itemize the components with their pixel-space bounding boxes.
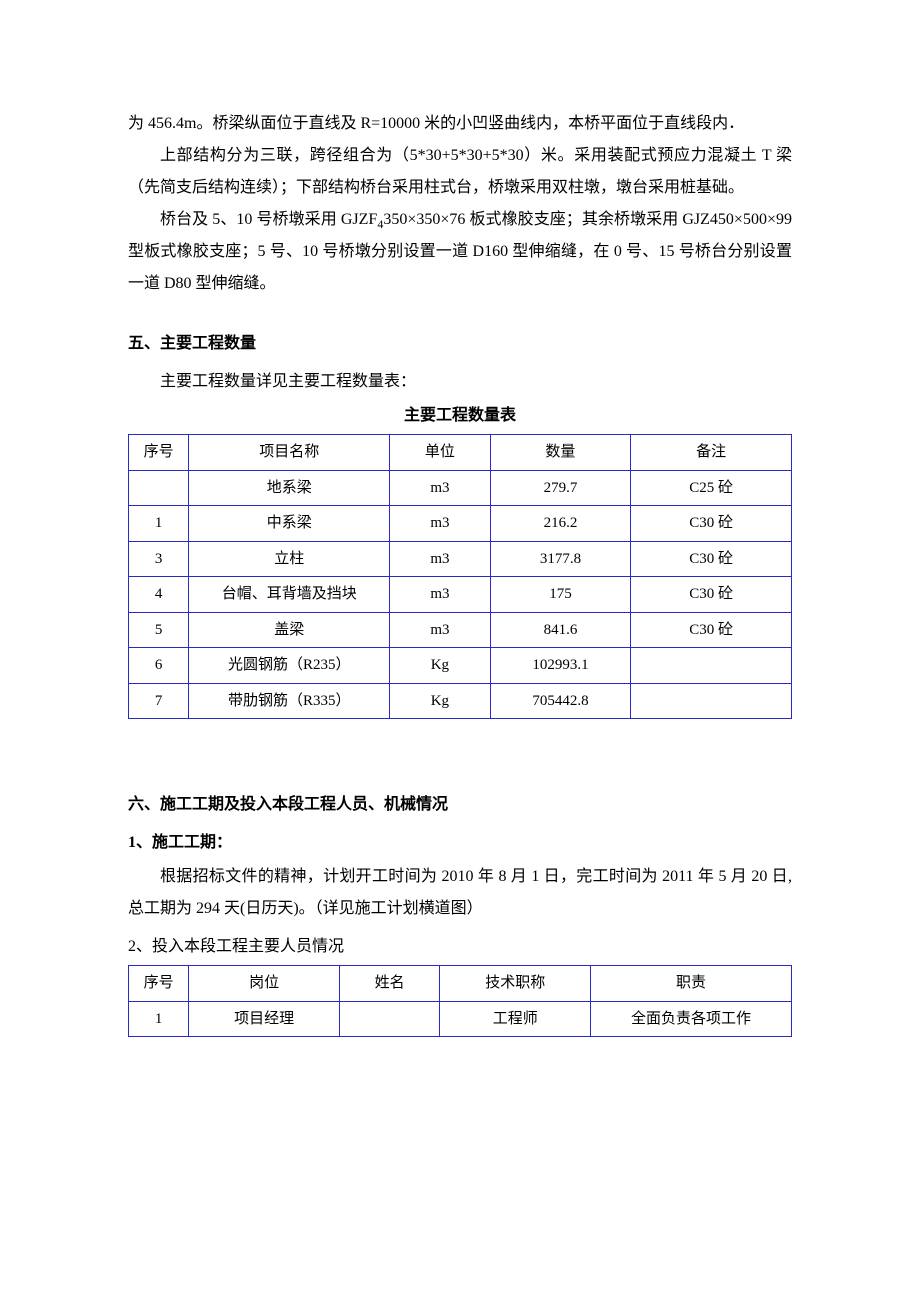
cell-seq: 1 [129, 506, 189, 542]
cell-seq: 5 [129, 612, 189, 648]
cell-note: C30 砼 [631, 506, 792, 542]
cell-unit: m3 [390, 470, 490, 506]
table-row: 1 中系梁 m3 216.2 C30 砼 [129, 506, 792, 542]
section-6-heading: 六、施工工期及投入本段工程人员、机械情况 [128, 789, 792, 821]
cell-duty: 全面负责各项工作 [591, 1001, 792, 1037]
col-note: 备注 [631, 435, 792, 471]
cell-seq [129, 470, 189, 506]
col-name: 姓名 [339, 966, 439, 1002]
col-duty: 职责 [591, 966, 792, 1002]
cell-name: 中系梁 [189, 506, 390, 542]
cell-seq: 1 [129, 1001, 189, 1037]
cell-name: 光圆钢筋（R235） [189, 648, 390, 684]
table-header-row: 序号 岗位 姓名 技术职称 职责 [129, 966, 792, 1002]
cell-name: 盖梁 [189, 612, 390, 648]
col-position: 岗位 [189, 966, 340, 1002]
cell-note [631, 648, 792, 684]
cell-seq: 6 [129, 648, 189, 684]
table-header-row: 序号 项目名称 单位 数量 备注 [129, 435, 792, 471]
cell-seq: 4 [129, 577, 189, 613]
section-6-2-title: 2、投入本段工程主要人员情况 [128, 931, 792, 963]
cell-note: C25 砼 [631, 470, 792, 506]
cell-seq: 3 [129, 541, 189, 577]
table-row: 4 台帽、耳背墙及挡块 m3 175 C30 砼 [129, 577, 792, 613]
section-gap [128, 729, 792, 761]
table-row: 7 带肋钢筋（R335） Kg 705442.8 [129, 683, 792, 719]
intro-paragraph-2: 上部结构分为三联，跨径组合为（5*30+5*30+5*30）米。采用装配式预应力… [128, 140, 792, 204]
personnel-table: 序号 岗位 姓名 技术职称 职责 1 项目经理 工程师 全面负责各项工作 [128, 965, 792, 1037]
section-5-heading: 五、主要工程数量 [128, 328, 792, 360]
cell-qty: 216.2 [490, 506, 631, 542]
section-5-lead: 主要工程数量详见主要工程数量表： [128, 366, 792, 398]
cell-qty: 102993.1 [490, 648, 631, 684]
cell-unit: Kg [390, 683, 490, 719]
cell-note: C30 砼 [631, 541, 792, 577]
cell-qty: 279.7 [490, 470, 631, 506]
cell-title: 工程师 [440, 1001, 591, 1037]
cell-qty: 705442.8 [490, 683, 631, 719]
quantities-table-title: 主要工程数量表 [128, 400, 792, 432]
cell-unit: m3 [390, 577, 490, 613]
cell-name: 地系梁 [189, 470, 390, 506]
cell-unit: Kg [390, 648, 490, 684]
cell-unit: m3 [390, 541, 490, 577]
intro-paragraph-3: 桥台及 5、10 号桥墩采用 GJZF4350×350×76 板式橡胶支座；其余… [128, 204, 792, 300]
table-row: 3 立柱 m3 3177.8 C30 砼 [129, 541, 792, 577]
cell-position: 项目经理 [189, 1001, 340, 1037]
section-6-1-body: 根据招标文件的精神，计划开工时间为 2010 年 8 月 1 日，完工时间为 2… [128, 861, 792, 925]
cell-note: C30 砼 [631, 577, 792, 613]
cell-seq: 7 [129, 683, 189, 719]
section-6-1-title: 1、施工工期： [128, 827, 792, 859]
col-seq: 序号 [129, 966, 189, 1002]
col-unit: 单位 [390, 435, 490, 471]
col-title: 技术职称 [440, 966, 591, 1002]
col-item-name: 项目名称 [189, 435, 390, 471]
cell-qty: 3177.8 [490, 541, 631, 577]
cell-name: 立柱 [189, 541, 390, 577]
quantities-table: 序号 项目名称 单位 数量 备注 地系梁 m3 279.7 C25 砼 1 中系… [128, 434, 792, 719]
cell-note [631, 683, 792, 719]
cell-personnel-name [339, 1001, 439, 1037]
cell-qty: 175 [490, 577, 631, 613]
cell-qty: 841.6 [490, 612, 631, 648]
cell-name: 带肋钢筋（R335） [189, 683, 390, 719]
intro-p3-part-a: 桥台及 5、10 号桥墩采用 GJZF [160, 211, 377, 228]
cell-note: C30 砼 [631, 612, 792, 648]
cell-unit: m3 [390, 506, 490, 542]
table-row: 5 盖梁 m3 841.6 C30 砼 [129, 612, 792, 648]
table-row: 地系梁 m3 279.7 C25 砼 [129, 470, 792, 506]
col-qty: 数量 [490, 435, 631, 471]
table-row: 6 光圆钢筋（R235） Kg 102993.1 [129, 648, 792, 684]
cell-unit: m3 [390, 612, 490, 648]
table-row: 1 项目经理 工程师 全面负责各项工作 [129, 1001, 792, 1037]
col-seq: 序号 [129, 435, 189, 471]
intro-paragraph-1: 为 456.4m。桥梁纵面位于直线及 R=10000 米的小凹竖曲线内，本桥平面… [128, 108, 792, 140]
cell-name: 台帽、耳背墙及挡块 [189, 577, 390, 613]
